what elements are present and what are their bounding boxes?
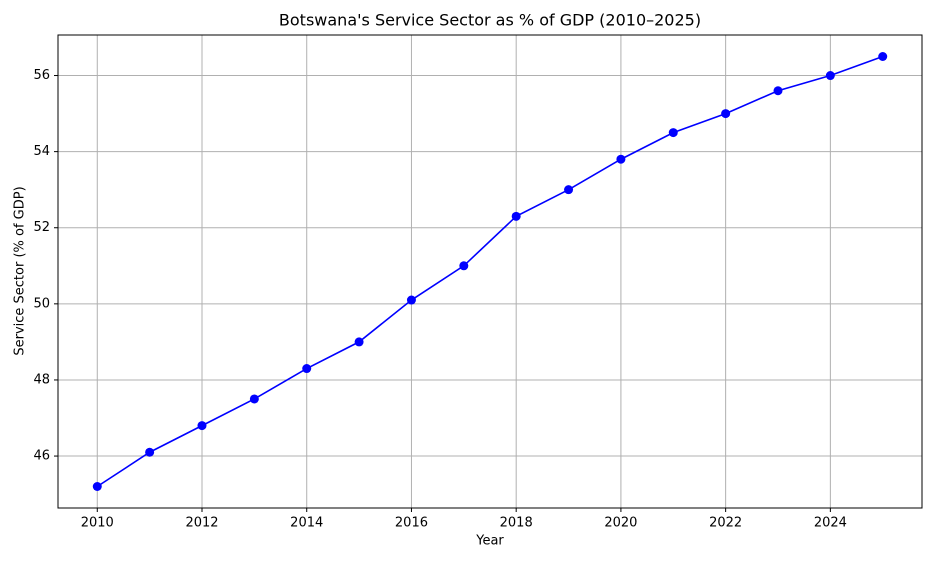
x-tick-label: 2024: [814, 516, 847, 531]
y-tick-label: 56: [33, 68, 50, 83]
data-point: [668, 128, 678, 138]
y-tick-label: 54: [33, 144, 50, 159]
x-tick-label: 2016: [395, 516, 428, 531]
data-point: [302, 364, 312, 374]
data-point: [564, 185, 574, 195]
y-tick-label: 52: [33, 220, 50, 235]
y-axis-label: Service Sector (% of GDP): [13, 186, 28, 355]
y-tick-label: 48: [33, 372, 50, 387]
data-point: [459, 261, 469, 271]
data-point: [616, 154, 626, 164]
data-point: [773, 86, 783, 96]
data-point: [354, 337, 364, 347]
y-tick-label: 46: [33, 449, 50, 464]
y-tick-label: 50: [33, 296, 50, 311]
data-line: [96, 55, 884, 488]
x-tick-label: 2014: [290, 516, 323, 531]
data-point: [145, 447, 155, 457]
chart-title: Botswana's Service Sector as % of GDP (2…: [279, 11, 701, 30]
x-tick-label: 2022: [709, 516, 742, 531]
data-point: [406, 295, 416, 305]
data-point: [197, 421, 207, 431]
data-point: [92, 482, 102, 491]
data-point: [825, 71, 835, 81]
data-point: [249, 394, 259, 404]
x-tick-label: 2020: [604, 516, 637, 531]
plot-frame: [57, 34, 923, 509]
x-tick-label: 2012: [185, 516, 218, 531]
x-tick-label: 2018: [500, 516, 533, 531]
data-point: [721, 109, 731, 119]
data-point: [878, 52, 888, 61]
x-axis-label: Year: [475, 534, 504, 549]
x-tick-label: 2010: [81, 516, 114, 531]
data-point: [511, 211, 521, 221]
